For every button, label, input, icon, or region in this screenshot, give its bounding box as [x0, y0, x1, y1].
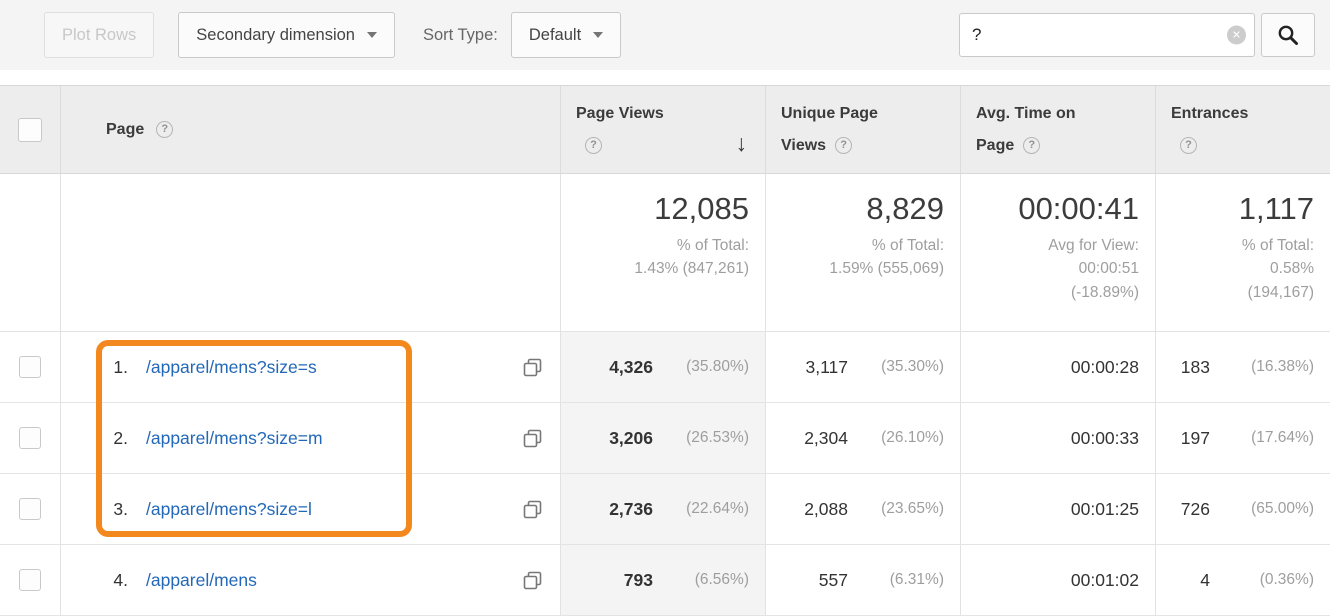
summary-unique-page-views: 8,829 % of Total: 1.59% (555,069)	[765, 174, 960, 331]
search-button[interactable]	[1261, 13, 1315, 57]
open-in-new-icon[interactable]	[522, 357, 543, 378]
summary-empty-cell	[60, 174, 560, 331]
table-row: 1. /apparel/mens?size=s 4,326 (35.80%) 3,…	[0, 332, 1330, 403]
checkbox-cell	[0, 474, 60, 544]
unique-page-views-cell: 557 (6.31%)	[765, 545, 960, 615]
summary-page-views: 12,085 % of Total: 1.43% (847,261)	[560, 174, 765, 331]
page-views-cell: 4,326 (35.80%)	[560, 332, 765, 402]
avg-time-cell: 00:01:25	[960, 474, 1155, 544]
summary-avg-time: 00:00:41 Avg for View: 00:00:51 (-18.89%…	[960, 174, 1155, 331]
summary-subtext: % of Total: 1.43% (847,261)	[634, 237, 749, 278]
unique-page-views-header-label: Unique Page Views	[781, 105, 878, 154]
search-wrap: ✕	[959, 13, 1255, 57]
table-row: 4. /apparel/mens 793 (6.56%) 557 (6.31%) 0…	[0, 545, 1330, 616]
summary-subtext: % of Total: 0.58% (194,167)	[1241, 237, 1314, 301]
summary-value: 1,117	[1238, 191, 1314, 226]
search-input[interactable]	[959, 13, 1255, 57]
page-link[interactable]: /apparel/mens?size=s	[146, 356, 317, 377]
entrances-header-label: Entrances	[1171, 105, 1249, 122]
header-checkbox-cell	[0, 86, 60, 173]
summary-value: 8,829	[866, 191, 944, 226]
avg-time-cell: 00:01:02	[960, 545, 1155, 615]
select-all-checkbox[interactable]	[18, 117, 42, 142]
plot-rows-button[interactable]: Plot Rows	[44, 12, 155, 58]
column-header-page-views[interactable]: Page Views? ↓	[560, 86, 765, 173]
open-in-new-icon[interactable]	[522, 428, 543, 449]
summary-subtext: Avg for View: 00:00:51 (-18.89%)	[1048, 237, 1139, 301]
checkbox-cell	[0, 332, 60, 402]
table-row: 2. /apparel/mens?size=m 3,206 (26.53%) 2,…	[0, 403, 1330, 474]
unique-page-views-cell: 2,304 (26.10%)	[765, 403, 960, 473]
row-index: 1.	[113, 356, 128, 377]
page-header-label: Page	[106, 120, 145, 138]
avg-time-header-label: Avg. Time on Page	[976, 105, 1076, 154]
entrances-cell: 4 (0.36%)	[1155, 545, 1330, 615]
page-views-cell: 2,736 (22.64%)	[560, 474, 765, 544]
clear-search-icon[interactable]: ✕	[1227, 25, 1246, 45]
row-index: 3.	[113, 498, 128, 519]
secondary-dimension-label: Secondary dimension	[196, 25, 355, 44]
row-checkbox[interactable]	[19, 569, 41, 591]
page-cell: 2. /apparel/mens?size=m	[60, 403, 560, 473]
page-cell: 4. /apparel/mens	[60, 545, 560, 615]
sort-type-value: Default	[528, 25, 582, 44]
row-checkbox[interactable]	[19, 356, 41, 378]
help-icon[interactable]: ?	[835, 137, 853, 155]
sort-type-dropdown[interactable]: Default	[510, 12, 622, 58]
column-header-page[interactable]: Page ?	[60, 86, 560, 173]
page-views-header-label: Page Views	[576, 105, 664, 122]
help-icon[interactable]: ?	[1180, 137, 1197, 155]
page-link[interactable]: /apparel/mens	[146, 569, 257, 590]
summary-value: 00:00:41	[1018, 191, 1139, 226]
page-views-cell: 793 (6.56%)	[560, 545, 765, 615]
table-header-row: Page ? Page Views? ↓ Unique Page Views? …	[0, 85, 1330, 174]
chevron-down-icon	[366, 32, 377, 38]
sort-type-label: Sort Type:	[422, 25, 498, 44]
entrances-cell: 197 (17.64%)	[1155, 403, 1330, 473]
unique-page-views-cell: 3,117 (35.30%)	[765, 332, 960, 402]
summary-empty-cell	[0, 174, 60, 331]
help-icon[interactable]: ?	[156, 121, 174, 138]
avg-time-cell: 00:00:33	[960, 403, 1155, 473]
column-header-unique-page-views[interactable]: Unique Page Views?	[765, 86, 960, 173]
page-views-cell: 3,206 (26.53%)	[560, 403, 765, 473]
page-cell: 3. /apparel/mens?size=l	[60, 474, 560, 544]
unique-page-views-cell: 2,088 (23.65%)	[765, 474, 960, 544]
summary-entrances: 1,117 % of Total: 0.58% (194,167)	[1155, 174, 1330, 331]
checkbox-cell	[0, 403, 60, 473]
search-group: ✕	[959, 13, 1315, 57]
summary-subtext: % of Total: 1.59% (555,069)	[829, 237, 944, 278]
secondary-dimension-button[interactable]: Secondary dimension	[178, 12, 395, 58]
column-header-entrances[interactable]: Entrances?	[1155, 86, 1330, 173]
entrances-cell: 183 (16.38%)	[1155, 332, 1330, 402]
toolbar: Plot Rows Secondary dimension Sort Type:…	[0, 0, 1330, 70]
summary-row: 12,085 % of Total: 1.43% (847,261) 8,829…	[0, 174, 1330, 332]
row-index: 2.	[113, 427, 128, 448]
page-link[interactable]: /apparel/mens?size=m	[146, 427, 323, 448]
row-checkbox[interactable]	[19, 498, 41, 520]
magnifier-icon	[1278, 25, 1298, 45]
chevron-down-icon	[593, 32, 604, 38]
page-cell: 1. /apparel/mens?size=s	[60, 332, 560, 402]
entrances-cell: 726 (65.00%)	[1155, 474, 1330, 544]
help-icon[interactable]: ?	[1023, 137, 1041, 155]
help-icon[interactable]: ?	[585, 137, 602, 155]
column-header-avg-time[interactable]: Avg. Time on Page?	[960, 86, 1155, 173]
avg-time-cell: 00:00:28	[960, 332, 1155, 402]
row-index: 4.	[113, 569, 128, 590]
open-in-new-icon[interactable]	[522, 499, 543, 520]
checkbox-cell	[0, 545, 60, 615]
open-in-new-icon[interactable]	[522, 570, 543, 591]
row-checkbox[interactable]	[19, 427, 41, 449]
toolbar-gap	[0, 70, 1330, 85]
sort-descending-icon: ↓	[735, 130, 748, 156]
page-link[interactable]: /apparel/mens?size=l	[146, 498, 312, 519]
table-row: 3. /apparel/mens?size=l 2,736 (22.64%) 2,…	[0, 474, 1330, 545]
summary-value: 12,085	[654, 191, 749, 226]
